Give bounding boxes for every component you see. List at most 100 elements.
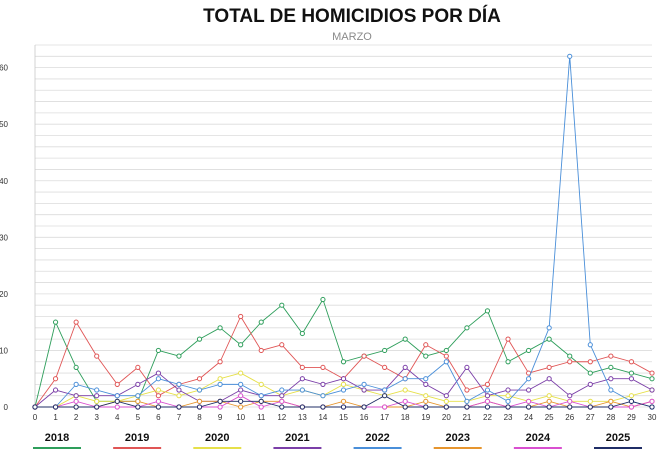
data-point (443, 404, 449, 410)
data-point (567, 404, 573, 410)
legend-item-2022: 2022 (353, 432, 402, 449)
data-point (94, 404, 100, 410)
data-point (32, 404, 38, 410)
x-tick-label: 4 (115, 413, 120, 422)
data-point (402, 387, 408, 393)
chart-title: TOTAL DE HOMICIDIOS POR DÍA (203, 5, 501, 27)
data-point (608, 376, 614, 382)
data-point (114, 393, 120, 399)
data-point (484, 381, 491, 387)
data-point (135, 398, 141, 404)
legend-item-2018: 2018 (33, 432, 81, 449)
data-point (628, 376, 635, 382)
data-point (443, 393, 449, 399)
data-point (484, 393, 491, 399)
x-tick-label: 10 (236, 413, 245, 422)
data-point (135, 404, 141, 410)
x-tick-label: 2 (74, 413, 79, 422)
data-point (279, 398, 285, 404)
x-tick-label: 18 (401, 413, 410, 422)
x-tick-label: 29 (627, 413, 636, 422)
grid (34, 44, 652, 408)
data-point (52, 404, 59, 410)
data-point (299, 376, 305, 382)
data-point (320, 393, 326, 399)
data-point (382, 347, 388, 354)
data-point (258, 393, 264, 399)
data-point (505, 387, 511, 393)
data-point (587, 398, 593, 404)
data-point (587, 404, 593, 410)
legend: 2018 2019 2020 2021 2022 2023 2024 2025 (33, 432, 642, 449)
x-tick-label: 9 (218, 413, 223, 422)
series-line (35, 55, 653, 408)
x-tick-label: 11 (257, 413, 266, 422)
data-point (423, 381, 429, 387)
data-point (443, 347, 449, 354)
legend-item-2025: 2025 (594, 432, 642, 449)
data-point (94, 398, 100, 404)
series-2025 (32, 393, 655, 410)
data-point (176, 387, 182, 393)
data-point (567, 53, 573, 59)
data-point (628, 359, 635, 365)
data-point (340, 359, 347, 365)
x-tick-label: 19 (421, 413, 430, 422)
x-tick-label: 13 (298, 413, 307, 422)
data-point (608, 353, 614, 359)
data-point (258, 381, 264, 387)
chart-subtitle: MARZO (332, 31, 372, 43)
data-point (484, 398, 491, 404)
data-point (299, 364, 305, 371)
data-point (340, 387, 347, 393)
y-tick-label: 30 (0, 233, 9, 242)
legend-label: 2022 (365, 432, 389, 444)
x-tick-label: 15 (339, 413, 348, 422)
data-point (135, 393, 141, 399)
x-axis: 0 1 2 3 4 5 6 7 8 9 10 11 12 13 14 15 16 17 18 19 20 21 22 23 24… (33, 413, 657, 422)
x-tick-label: 28 (606, 413, 615, 422)
data-point (628, 370, 635, 376)
data-point (628, 393, 635, 399)
x-tick-label: 30 (648, 413, 657, 422)
data-point (176, 393, 182, 399)
data-point (361, 353, 367, 359)
data-point (546, 336, 552, 342)
data-point (73, 393, 79, 399)
data-point (258, 319, 264, 325)
data-point (505, 336, 511, 342)
data-point (464, 404, 470, 410)
data-point (423, 342, 429, 348)
data-point (361, 381, 367, 387)
data-point (196, 387, 203, 393)
data-point (608, 398, 614, 404)
data-point (196, 404, 203, 410)
data-point (299, 404, 305, 410)
data-point (299, 330, 305, 337)
data-point (649, 370, 655, 376)
data-point (382, 404, 388, 410)
legend-label: 2024 (526, 432, 551, 444)
data-point (423, 393, 429, 399)
data-point (238, 398, 244, 404)
x-tick-label: 1 (53, 413, 58, 422)
data-point (73, 381, 79, 387)
data-point (114, 404, 120, 410)
data-point (361, 404, 367, 410)
data-point (73, 404, 79, 410)
data-point (135, 381, 141, 387)
data-point (217, 381, 223, 387)
y-tick-label: 0 (4, 403, 9, 412)
y-tick-label: 50 (0, 120, 9, 129)
data-point (423, 398, 429, 404)
data-point (176, 404, 182, 410)
data-point (443, 359, 449, 365)
data-point (546, 404, 552, 410)
data-point (114, 398, 120, 404)
data-point (628, 398, 635, 404)
data-point (73, 364, 79, 371)
data-point (238, 370, 244, 376)
data-point (217, 376, 223, 382)
x-tick-label: 25 (545, 413, 554, 422)
data-point (238, 342, 244, 348)
